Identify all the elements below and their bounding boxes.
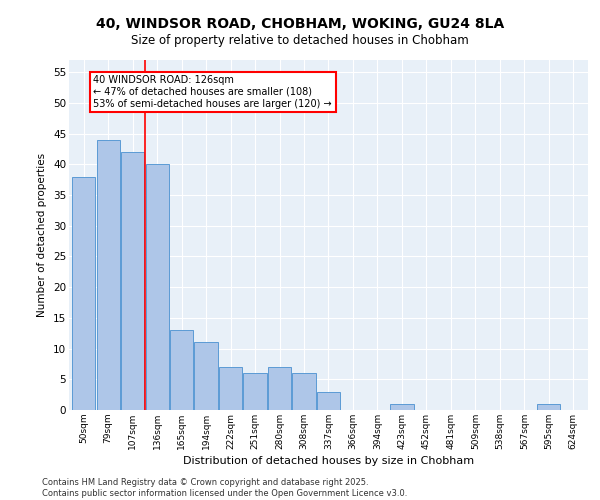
Bar xyxy=(194,342,218,410)
Bar xyxy=(219,367,242,410)
Bar xyxy=(146,164,169,410)
Bar xyxy=(317,392,340,410)
Text: 40, WINDSOR ROAD, CHOBHAM, WOKING, GU24 8LA: 40, WINDSOR ROAD, CHOBHAM, WOKING, GU24 … xyxy=(96,18,504,32)
Bar xyxy=(391,404,413,410)
Bar xyxy=(292,373,316,410)
Text: Contains HM Land Registry data © Crown copyright and database right 2025.
Contai: Contains HM Land Registry data © Crown c… xyxy=(42,478,407,498)
Bar xyxy=(121,152,144,410)
Bar xyxy=(537,404,560,410)
Text: 40 WINDSOR ROAD: 126sqm
← 47% of detached houses are smaller (108)
53% of semi-d: 40 WINDSOR ROAD: 126sqm ← 47% of detache… xyxy=(94,76,332,108)
X-axis label: Distribution of detached houses by size in Chobham: Distribution of detached houses by size … xyxy=(183,456,474,466)
Bar xyxy=(244,373,266,410)
Text: Size of property relative to detached houses in Chobham: Size of property relative to detached ho… xyxy=(131,34,469,47)
Bar xyxy=(72,176,95,410)
Bar xyxy=(170,330,193,410)
Y-axis label: Number of detached properties: Number of detached properties xyxy=(37,153,47,317)
Bar xyxy=(97,140,120,410)
Bar xyxy=(268,367,291,410)
